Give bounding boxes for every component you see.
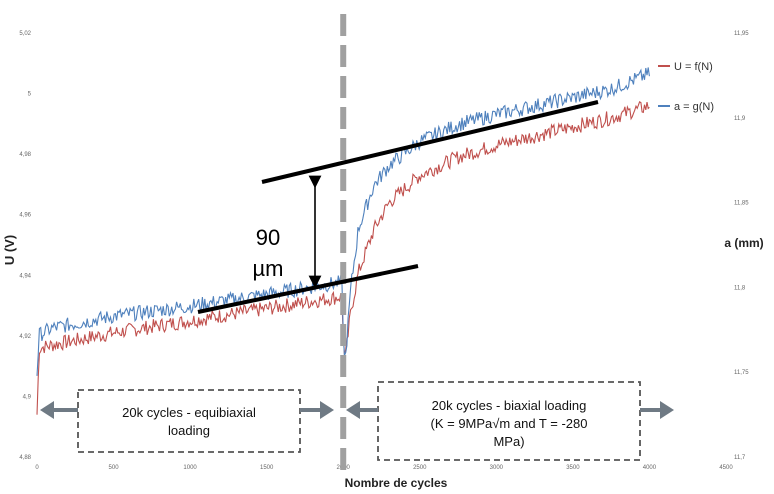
right-y-tick-label: 11,75 bbox=[734, 370, 749, 376]
phase-direction-arrows bbox=[40, 401, 674, 419]
left-phase-box bbox=[77, 389, 301, 453]
right-y-tick-label: 11,8 bbox=[734, 285, 746, 291]
left-phase-label-1: 20k cycles - equibiaxial bbox=[122, 405, 256, 420]
left-y-axis-title: U (V) bbox=[2, 235, 17, 265]
left-phase-label-2: loading bbox=[168, 423, 210, 438]
right-y-axis-title: a (mm) bbox=[724, 236, 763, 250]
x-tick-label: 4000 bbox=[643, 465, 657, 471]
x-tick-label: 1000 bbox=[183, 465, 197, 471]
left-y-tick-label: 4,96 bbox=[19, 213, 31, 219]
x-axis-ticks: 050010001500200025003000350040004500 bbox=[35, 465, 733, 471]
left-y-tick-label: 4,88 bbox=[19, 455, 31, 461]
right-phase-label-2: (K = 9MPa√m and T = -280 bbox=[431, 416, 588, 431]
legend: U = f(N) a = g(N) bbox=[658, 61, 714, 113]
left-y-tick-label: 5 bbox=[28, 92, 32, 98]
right-phase-left-arrowhead bbox=[346, 401, 360, 419]
left-y-tick-label: 4,9 bbox=[23, 394, 32, 400]
x-tick-label: 3000 bbox=[490, 465, 504, 471]
right-y-tick-label: 11,7 bbox=[734, 455, 746, 461]
right-phase-label-3: MPa) bbox=[493, 434, 524, 449]
x-tick-label: 3500 bbox=[566, 465, 580, 471]
left-y-tick-label: 4,92 bbox=[19, 334, 31, 340]
x-tick-label: 4500 bbox=[719, 465, 733, 471]
left-y-tick-label: 4,98 bbox=[19, 152, 31, 158]
upper-trend-line bbox=[261, 100, 599, 184]
x-axis-title: Nombre de cycles bbox=[345, 476, 448, 490]
right-y-tick-label: 11,9 bbox=[734, 116, 746, 122]
lower-trend-line bbox=[197, 264, 419, 314]
right-y-tick-label: 11,95 bbox=[734, 31, 749, 37]
x-tick-label: 1500 bbox=[260, 465, 274, 471]
left-phase-right-arrowhead bbox=[320, 401, 334, 419]
x-tick-label: 500 bbox=[109, 465, 120, 471]
x-tick-label: 2500 bbox=[413, 465, 427, 471]
left-y-tick-label: 4,94 bbox=[19, 273, 31, 279]
legend-label-a: a = g(N) bbox=[674, 101, 714, 113]
gap-label-unit: µm bbox=[252, 256, 283, 281]
right-y-tick-label: 11,85 bbox=[734, 201, 749, 207]
right-y-axis-ticks: 11,7 11,75 11,8 11,85 11,9 11,95 bbox=[734, 31, 749, 461]
left-phase-left-arrowhead bbox=[40, 401, 54, 419]
right-phase-box bbox=[377, 381, 641, 461]
left-y-tick-label: 5,02 bbox=[19, 31, 31, 37]
left-y-axis-ticks: 4,88 4,9 4,92 4,94 4,96 4,98 5 5,02 bbox=[19, 31, 31, 461]
gap-label-value: 90 bbox=[256, 225, 280, 250]
legend-label-u: U = f(N) bbox=[674, 61, 713, 73]
right-phase-label-1: 20k cycles - biaxial loading bbox=[432, 398, 587, 413]
right-phase-right-arrowhead bbox=[660, 401, 674, 419]
x-tick-label: 0 bbox=[35, 465, 39, 471]
